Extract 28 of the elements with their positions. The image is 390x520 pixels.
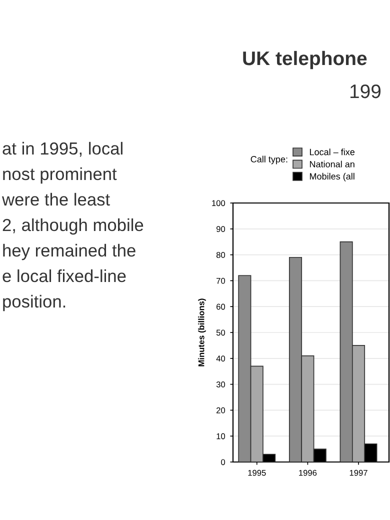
y-tick-label: 70	[216, 278, 226, 284]
text: position.	[3, 294, 66, 312]
y-tick-label: 20	[216, 407, 226, 414]
y-tick-label: 50	[216, 330, 226, 336]
text: were the least	[2, 192, 110, 206]
legend-title: Call type:	[250, 156, 288, 164]
y-tick-label: 80	[216, 252, 226, 258]
x-tick-label: 1996	[299, 470, 317, 476]
x-tick-label: 1995	[248, 470, 266, 476]
y-axis-title: Minutes (billions)	[198, 298, 206, 366]
legend-label: Local – fixe	[310, 148, 355, 156]
chart-subtitle: 199	[350, 84, 381, 98]
text: at in 1995, local	[2, 142, 122, 157]
y-tick-label: 90	[216, 226, 226, 232]
text: nost prominent	[3, 167, 117, 184]
text: e local fixed-line	[2, 269, 126, 282]
y-tick-label: 40	[216, 356, 226, 362]
legend-label: Mobiles (all	[310, 172, 354, 182]
y-tick-label: 100	[212, 200, 226, 206]
y-tick-label: 0	[221, 459, 226, 466]
x-tick-label: 1997	[350, 470, 368, 476]
y-tick-label: 10	[216, 433, 226, 440]
y-tick-label: 30	[216, 382, 226, 388]
y-tick-label: 60	[216, 304, 226, 310]
legend-label: National an	[310, 160, 354, 168]
chart-title: UK telephone	[243, 50, 367, 70]
text: 2, although mobile	[2, 218, 144, 235]
text: hey remained the	[3, 244, 136, 260]
